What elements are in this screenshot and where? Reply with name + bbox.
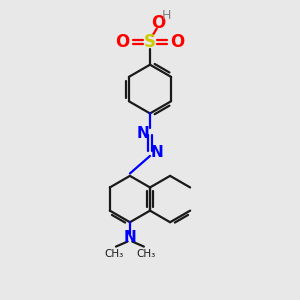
Text: O: O bbox=[151, 14, 165, 32]
Text: CH₃: CH₃ bbox=[104, 249, 123, 259]
Text: N: N bbox=[151, 146, 164, 160]
Text: N: N bbox=[136, 126, 149, 141]
Text: S: S bbox=[144, 33, 156, 51]
Text: N: N bbox=[124, 230, 136, 244]
Text: O: O bbox=[116, 33, 130, 51]
Text: CH₃: CH₃ bbox=[136, 249, 156, 259]
Text: H: H bbox=[162, 9, 171, 22]
Text: O: O bbox=[170, 33, 184, 51]
